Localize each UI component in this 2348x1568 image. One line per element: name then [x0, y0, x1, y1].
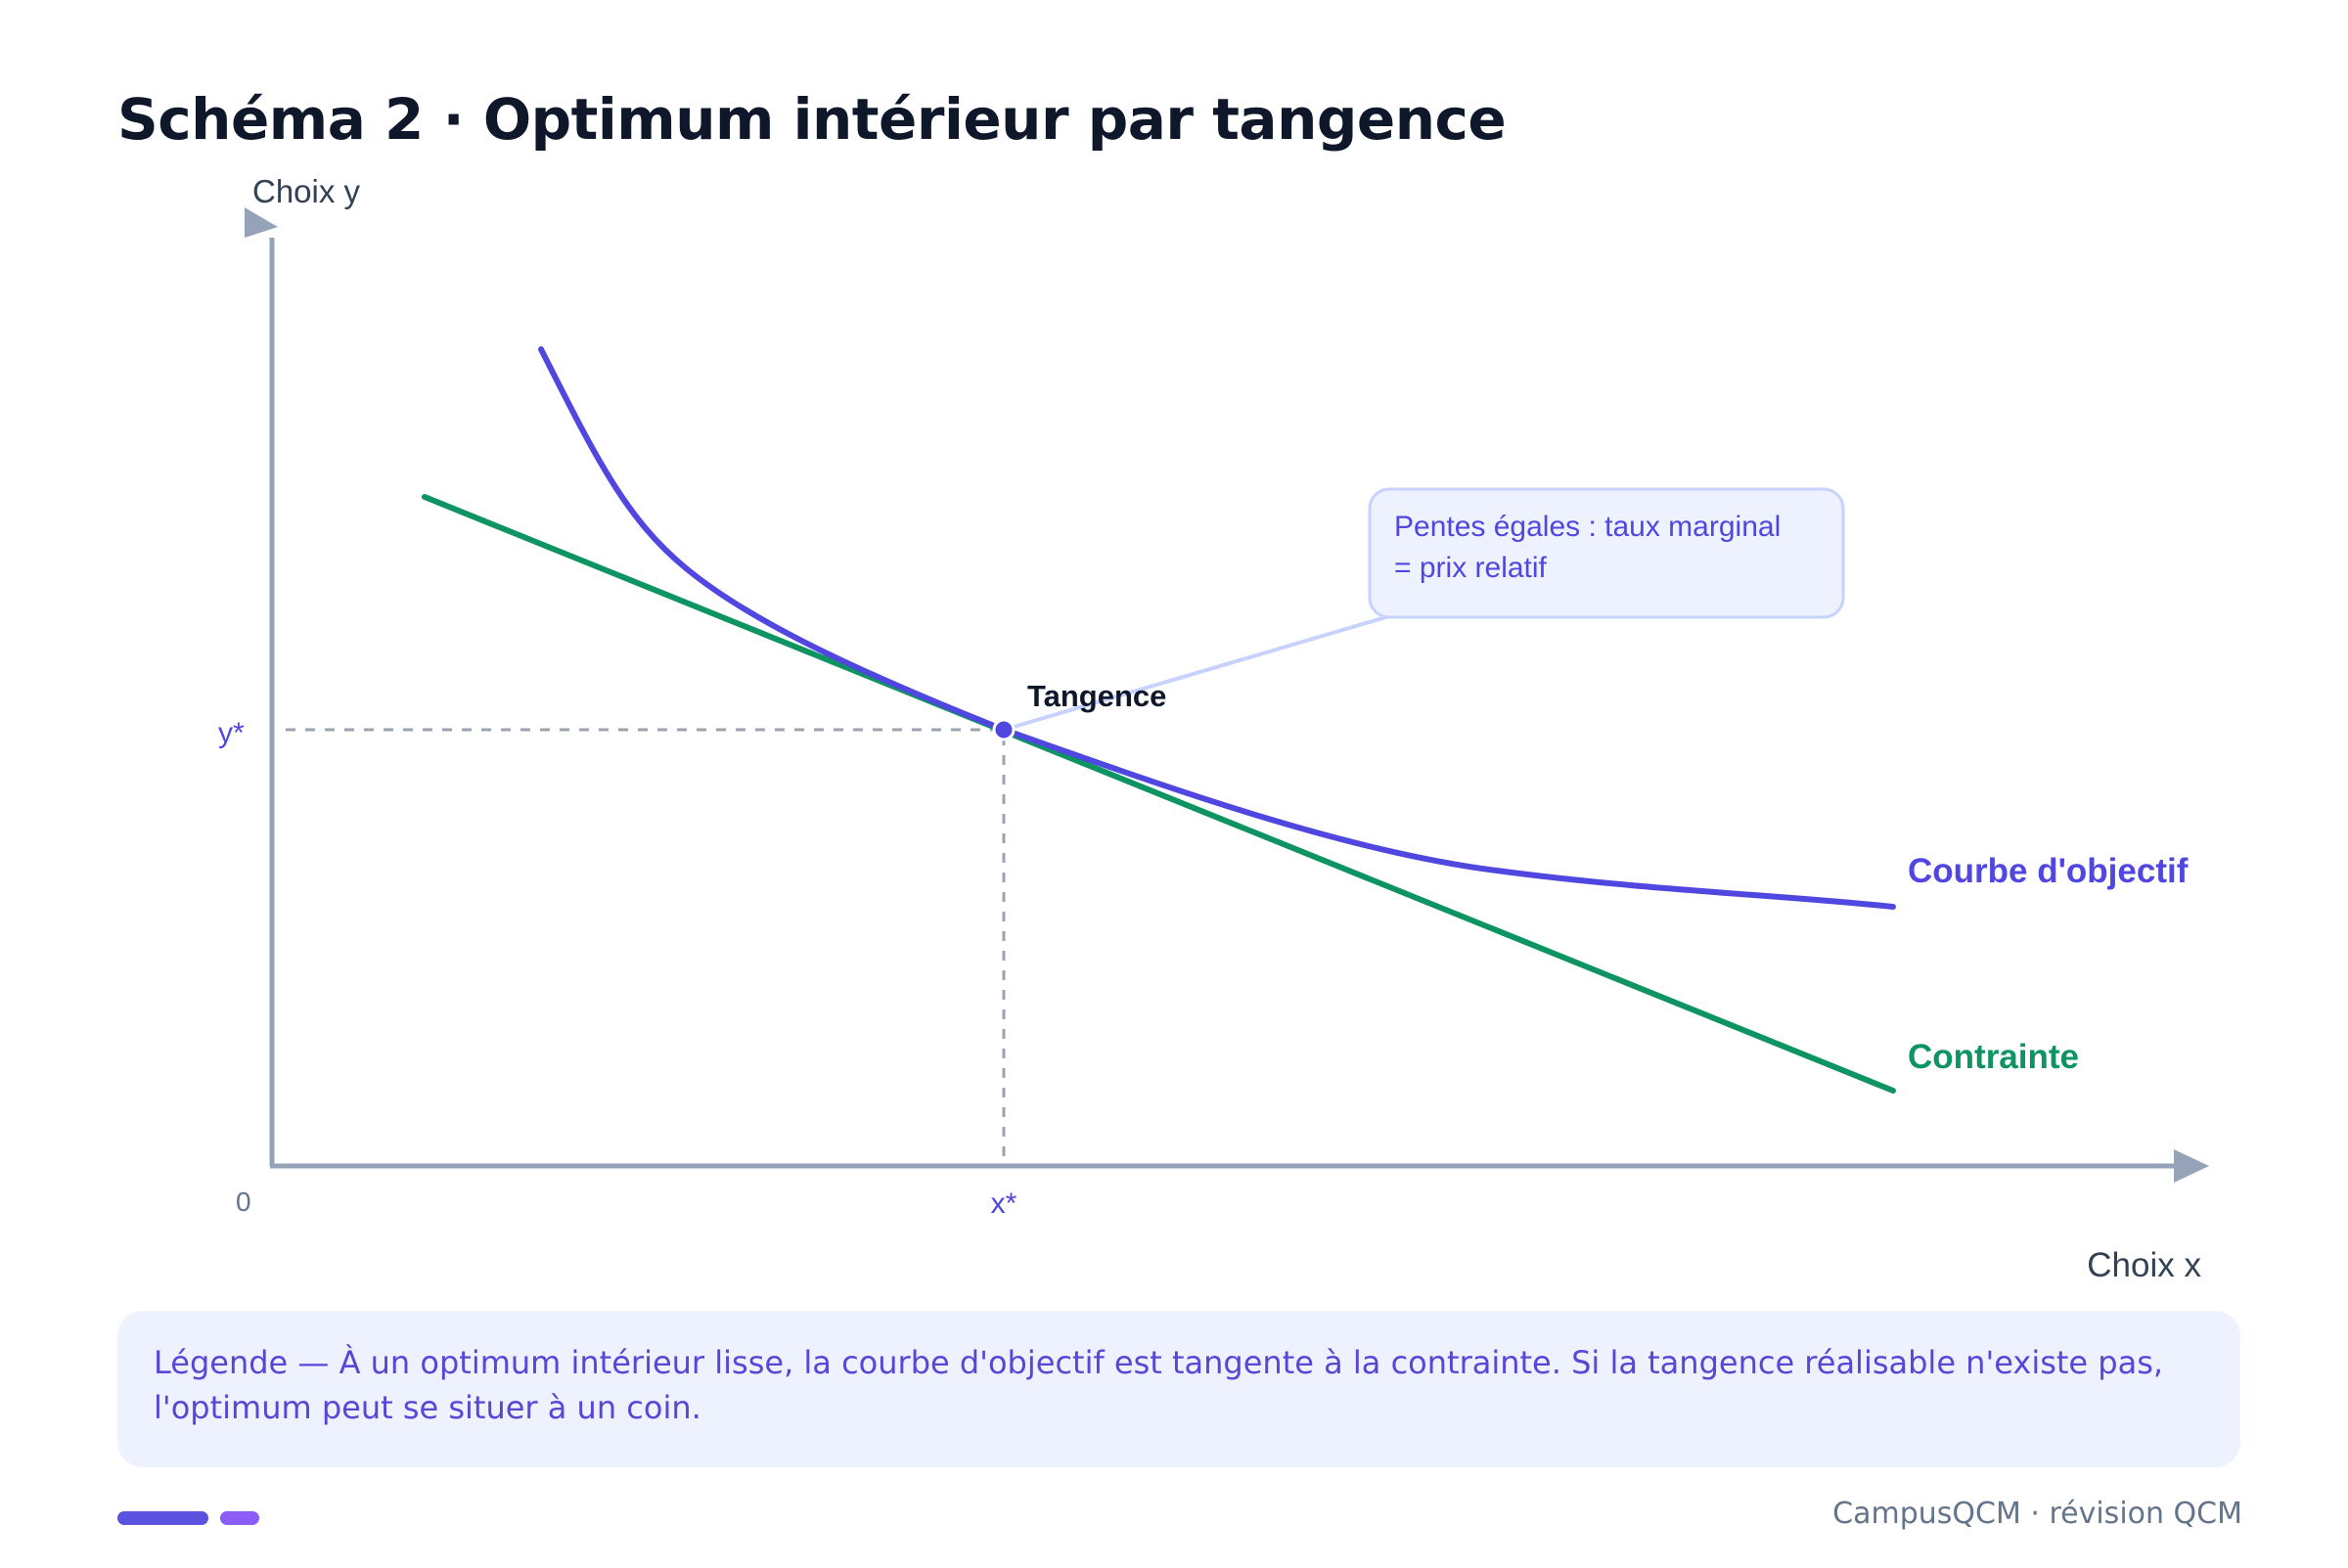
tangency-diagram: Pentes égales : taux marginal = prix rel… [218, 173, 2209, 1284]
callout-line-1: Pentes égales : taux marginal [1394, 511, 1781, 543]
legend-text: Légende — À un optimum intérieur lisse, … [154, 1344, 2164, 1426]
x-axis-label: Choix x [2087, 1246, 2201, 1284]
y-star-label: y* [218, 717, 245, 749]
objective-curve-label: Courbe d'objectif [1908, 852, 2189, 890]
y-axis-arrow-icon [245, 207, 278, 238]
x-axis-arrow-icon [2174, 1149, 2209, 1183]
callout-connector [1003, 614, 1390, 732]
x-star-label: x* [991, 1187, 1017, 1220]
accent-bar-primary [117, 1511, 208, 1525]
callout-box [1368, 487, 1845, 619]
accent-bar-secondary [220, 1511, 259, 1525]
tangency-point [992, 718, 1016, 741]
page-title: Schéma 2 · Optimum intérieur par tangenc… [117, 86, 1507, 153]
origin-label: 0 [236, 1187, 251, 1217]
footer-credit: CampusQCM · révision QCM [1832, 1497, 2242, 1531]
callout-line-2: = prix relatif [1394, 552, 1548, 584]
objective-curve [538, 346, 1896, 910]
constraint-line [422, 494, 1896, 1094]
constraint-label: Contrainte [1908, 1038, 2079, 1076]
tangency-label: Tangence [1027, 679, 1166, 713]
y-axis-label: Choix y [252, 173, 361, 209]
legend-box: Légende — À un optimum intérieur lisse, … [117, 1311, 2240, 1467]
